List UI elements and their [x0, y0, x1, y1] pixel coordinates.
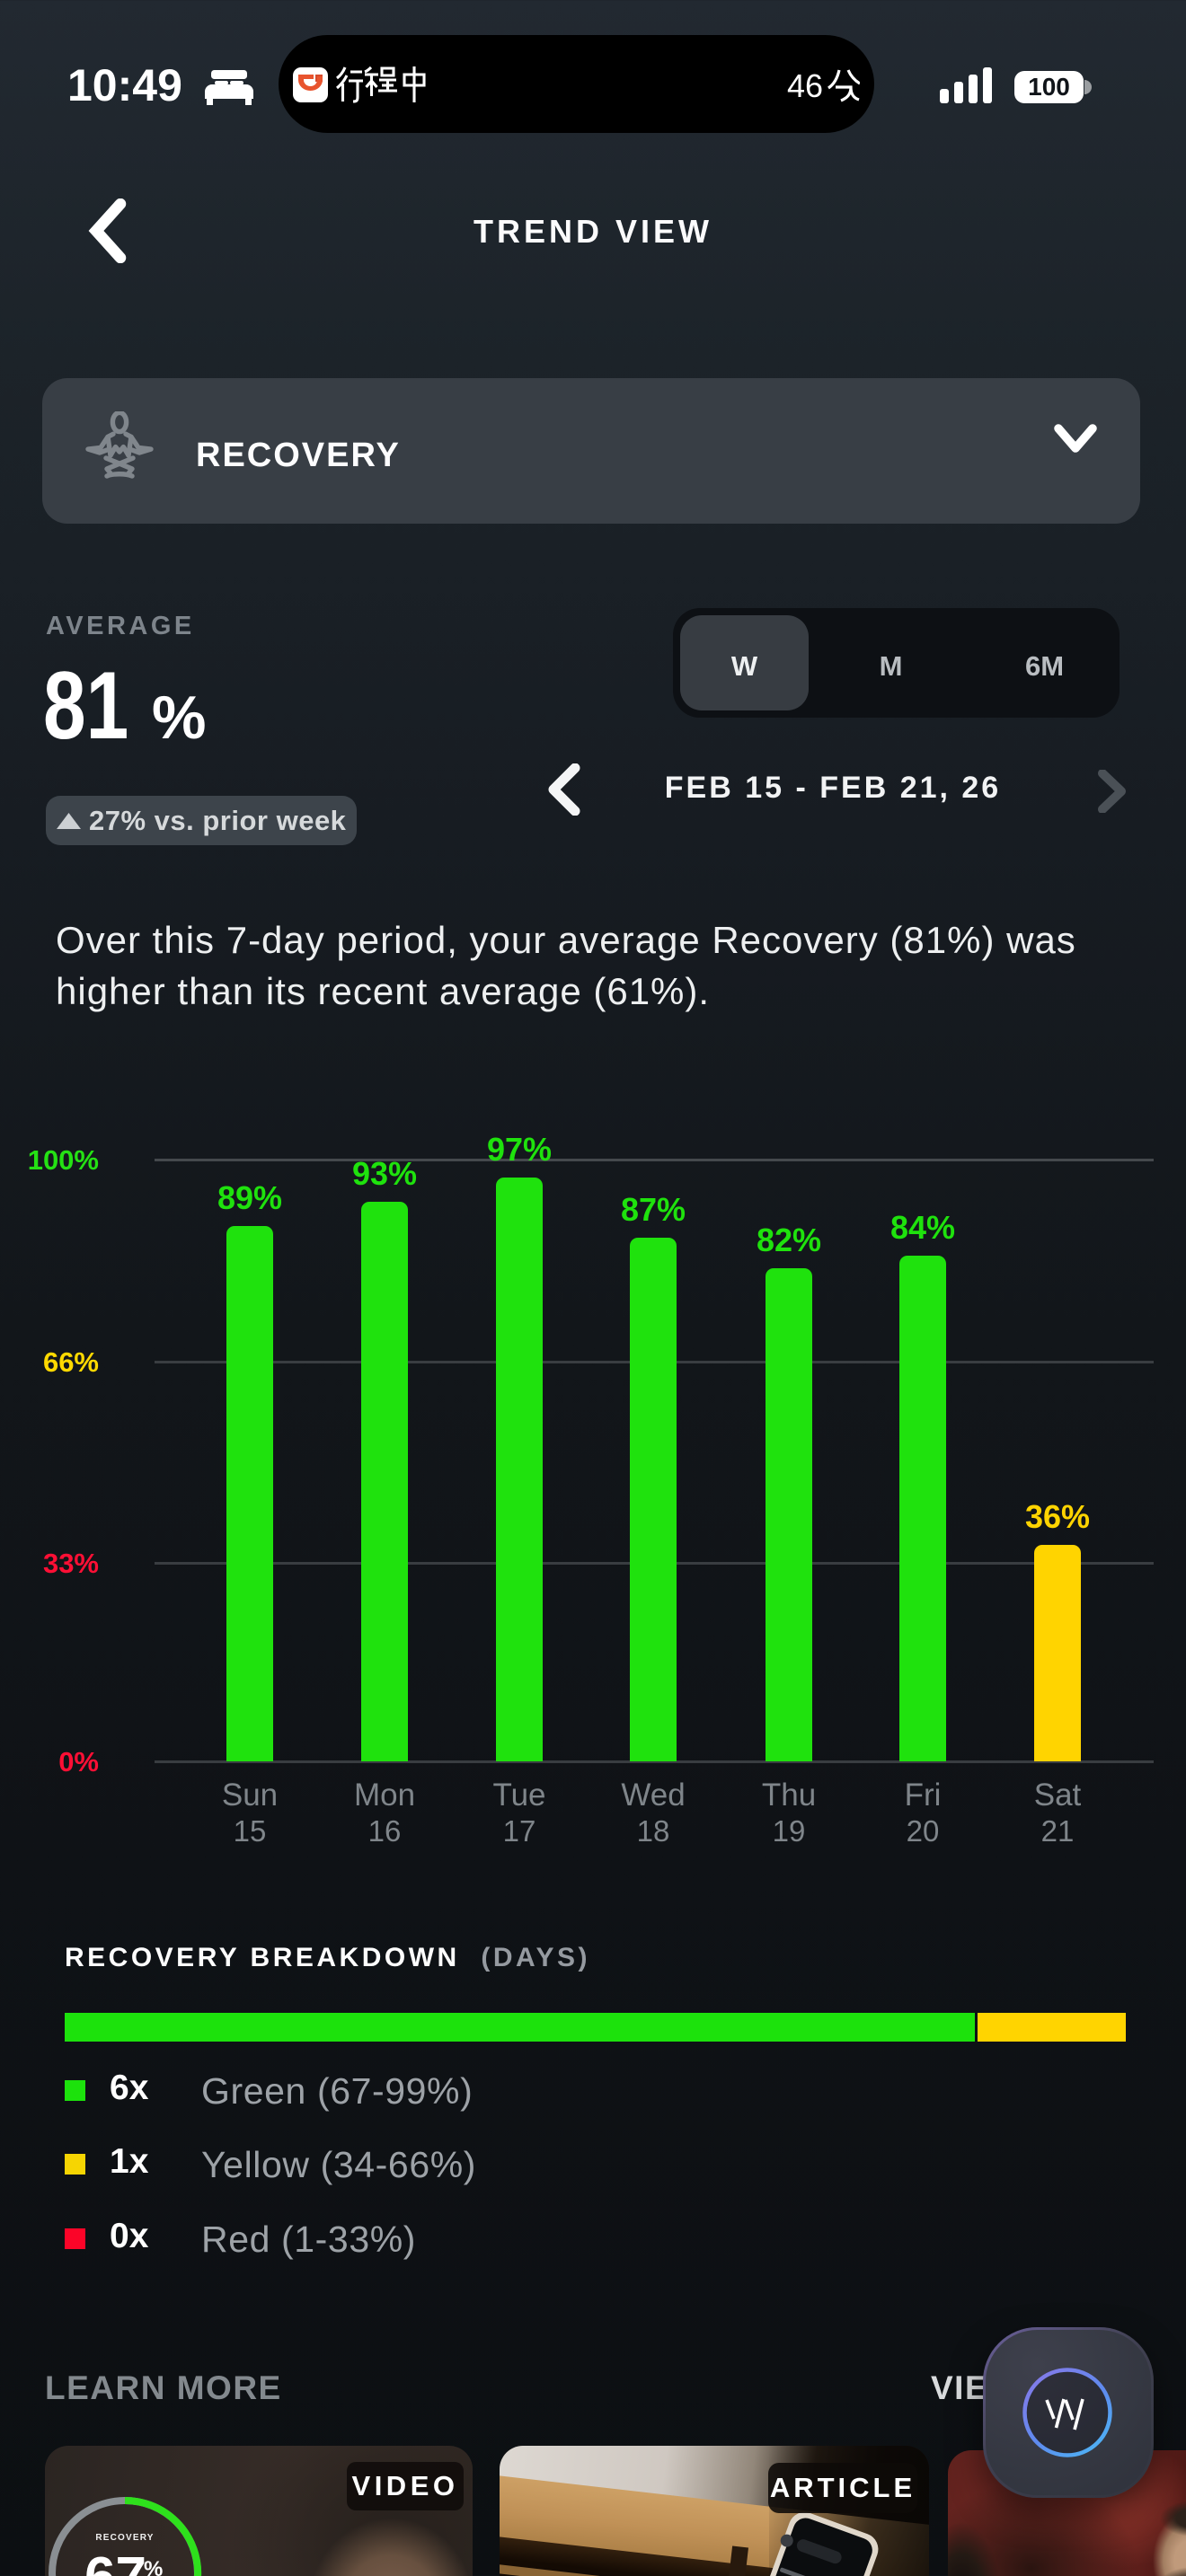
svg-text:%: % [144, 2557, 163, 2576]
svg-text:67: 67 [84, 2546, 146, 2576]
svg-text:RECOVERY: RECOVERY [95, 2533, 154, 2543]
